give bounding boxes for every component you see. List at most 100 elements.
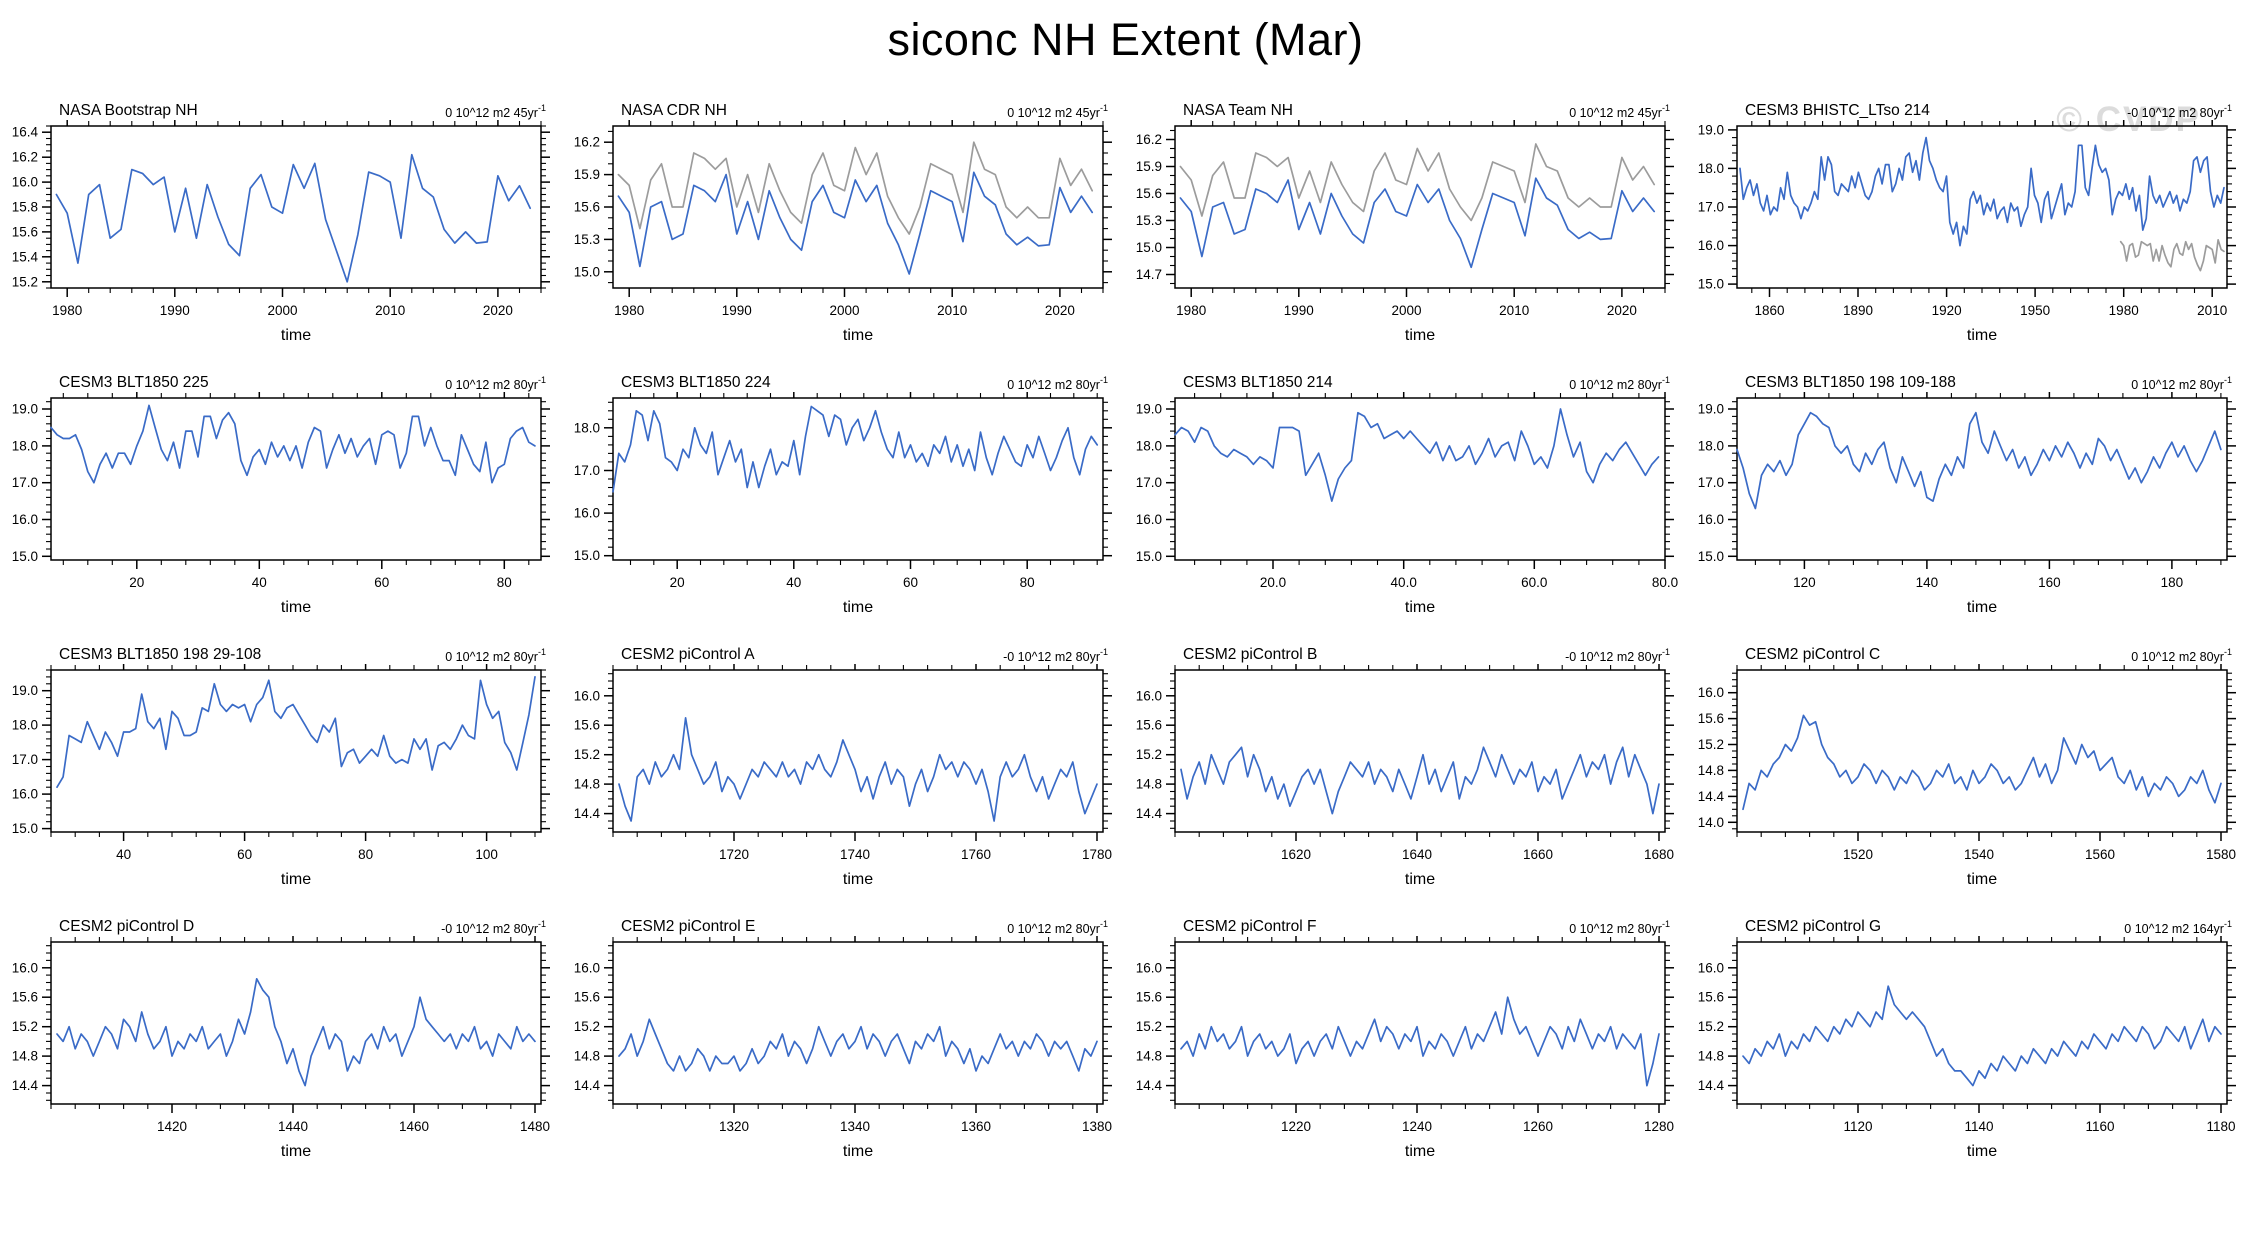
- y-tick-label: 15.6: [574, 718, 600, 733]
- y-tick-label: 14.0: [1698, 815, 1724, 830]
- series-line: [618, 1018, 1098, 1072]
- trend-value: 0 10^12 m2 80yr: [1007, 922, 1100, 936]
- panel-trend-annotation: -0 10^12 m2 80yr-1: [1565, 647, 1670, 664]
- panel-header: CESM3 BLT1850 224 0 10^12 m2 80yr-1: [563, 368, 1125, 392]
- plot-frame: [1736, 941, 2228, 1105]
- panel-trend-annotation: 0 10^12 m2 80yr-1: [2131, 647, 2232, 664]
- x-tick-label: 140: [1916, 575, 1939, 590]
- x-tick-label: 20.0: [1260, 575, 1286, 590]
- y-tick-label: 15.0: [1698, 549, 1724, 564]
- panel-header: NASA Bootstrap NH 0 10^12 m2 45yr-1: [1, 96, 563, 120]
- y-tick-label: 15.0: [574, 264, 600, 279]
- y-tick-label: 17.0: [1136, 475, 1162, 490]
- panel-header: CESM2 piControl B -0 10^12 m2 80yr-1: [1125, 640, 1687, 664]
- trend-value: 0 10^12 m2 80yr: [2131, 378, 2224, 392]
- y-tick-label: 14.4: [1136, 1078, 1163, 1093]
- y-tick-label: 18.0: [12, 718, 38, 733]
- y-tick-label: 16.0: [12, 175, 38, 190]
- series-line: [2119, 238, 2225, 272]
- panel-title: CESM2 piControl F: [1183, 918, 1317, 935]
- series-line: [1179, 177, 1656, 269]
- panel-title: CESM3 BLT1850 225: [59, 374, 209, 391]
- y-tick-label: 15.0: [12, 549, 38, 564]
- trend-value: 0 10^12 m2 164yr: [2124, 922, 2224, 936]
- y-tick-label: 19.0: [1136, 402, 1162, 417]
- trend-exponent: -1: [1099, 375, 1108, 385]
- y-tick-label: 14.8: [574, 1049, 600, 1064]
- plot-frame: [50, 125, 542, 289]
- x-tick-label: 1460: [399, 1119, 429, 1134]
- panel-plot: 40 60 80 100 15.0 16.0 17.0 18.0 19.0 time: [12, 664, 550, 888]
- chart-panel: CESM2 piControl E 0 10^12 m2 80yr-1 1320…: [563, 912, 1125, 1184]
- x-tick-label: 40: [786, 575, 801, 590]
- x-tick-label: 1990: [722, 303, 752, 318]
- panel-plot: 1860 1890 1920 1950 1980 2010 15.0 16.0 17.0 18.0…: [1698, 120, 2236, 344]
- plot-frame: [1174, 397, 1666, 561]
- x-tick-label: 1520: [1843, 847, 1873, 862]
- x-tick-label: 2000: [1391, 303, 1421, 318]
- chart-panel: CESM3 BLT1850 198 29-108 0 10^12 m2 80yr…: [1, 640, 563, 912]
- x-tick-label: 100: [475, 847, 498, 862]
- chart-panel: CESM2 piControl F 0 10^12 m2 80yr-1 1220…: [1125, 912, 1687, 1184]
- y-tick-label: 17.0: [574, 463, 600, 478]
- x-tick-label: 1360: [961, 1119, 991, 1134]
- x-tick-label: 1890: [1843, 303, 1873, 318]
- y-tick-label: 15.6: [12, 224, 38, 239]
- panel-header: CESM2 piControl A -0 10^12 m2 80yr-1: [563, 640, 1125, 664]
- y-tick-label: 19.0: [1698, 122, 1724, 137]
- x-tick-label: 1640: [1402, 847, 1432, 862]
- panel-plot: 1720 1740 1760 1780 14.4 14.8 15.2 15.6 16.0 time: [574, 664, 1112, 888]
- y-tick-label: 15.9: [1136, 159, 1162, 174]
- panel-trend-annotation: 0 10^12 m2 80yr-1: [1007, 919, 1108, 936]
- x-tick-label: 40: [252, 575, 267, 590]
- trend-value: 0 10^12 m2 45yr: [1007, 106, 1100, 120]
- series-line: [618, 717, 1098, 822]
- panel-header: CESM3 BLT1850 214 0 10^12 m2 80yr-1: [1125, 368, 1687, 392]
- x-axis-label: time: [1405, 327, 1435, 344]
- panel-plot: 20.0 40.0 60.0 80.0 15.0 16.0 17.0 18.0 19.0 time: [1136, 392, 1678, 616]
- x-axis-label: time: [843, 1143, 873, 1160]
- x-axis-label: time: [281, 327, 311, 344]
- x-tick-label: 1480: [520, 1119, 550, 1134]
- trend-exponent: -1: [2223, 375, 2232, 385]
- y-tick-label: 16.0: [1136, 512, 1162, 527]
- y-tick-label: 15.0: [1136, 240, 1162, 255]
- trend-value: 0 10^12 m2 45yr: [1569, 106, 1662, 120]
- y-tick-label: 16.0: [1136, 688, 1162, 703]
- x-tick-label: 1540: [1964, 847, 1994, 862]
- chart-panel: CESM3 BLT1850 225 0 10^12 m2 80yr-1 20 40…: [1, 368, 563, 640]
- y-tick-label: 14.8: [1698, 1049, 1724, 1064]
- y-tick-label: 15.2: [1136, 1019, 1162, 1034]
- series-line: [56, 977, 536, 1087]
- y-tick-label: 16.0: [574, 506, 600, 521]
- x-tick-label: 2020: [1607, 303, 1637, 318]
- x-tick-label: 1420: [157, 1119, 187, 1134]
- panel-trend-annotation: 0 10^12 m2 80yr-1: [445, 375, 546, 392]
- panel-title: CESM3 BLT1850 214: [1183, 374, 1333, 391]
- panel-plot: 1980 1990 2000 2010 2020 15.0 15.3 15.6 15.9 16.2…: [574, 120, 1112, 344]
- series-line: [1736, 411, 2222, 510]
- y-tick-label: 15.2: [1698, 1019, 1724, 1034]
- y-tick-label: 15.6: [574, 200, 600, 215]
- chart-panel: CESM3 BLT1850 198 109-188 0 10^12 m2 80y…: [1687, 368, 2249, 640]
- panel-grid: NASA Bootstrap NH 0 10^12 m2 45yr-1 1980…: [0, 96, 2251, 1184]
- y-tick-label: 16.0: [12, 787, 38, 802]
- x-tick-label: 1680: [1644, 847, 1674, 862]
- y-tick-label: 15.3: [1136, 213, 1162, 228]
- y-tick-label: 16.2: [574, 135, 600, 150]
- panel-plot: 20 40 60 80 15.0 16.0 17.0 18.0 19.0 time: [12, 392, 550, 616]
- x-axis-label: time: [1967, 599, 1997, 616]
- x-tick-label: 2000: [267, 303, 297, 318]
- panel-trend-annotation: 0 10^12 m2 45yr-1: [1007, 103, 1108, 120]
- plot-frame: [612, 125, 1104, 289]
- y-tick-label: 15.6: [1698, 711, 1724, 726]
- x-tick-label: 1560: [2085, 847, 2115, 862]
- x-tick-label: 1280: [1644, 1119, 1674, 1134]
- panel-title: CESM3 BHISTC_LTso 214: [1745, 102, 1930, 119]
- x-tick-label: 1260: [1523, 1119, 1553, 1134]
- trend-exponent: -1: [537, 375, 546, 385]
- panel-plot: 120 140 160 180 15.0 16.0 17.0 18.0 19.0 time: [1698, 392, 2236, 616]
- y-tick-label: 18.0: [1698, 161, 1724, 176]
- chart-panel: NASA Team NH 0 10^12 m2 45yr-1 1980 1990 2…: [1125, 96, 1687, 368]
- cvdp-watermark: © CVDP: [2056, 100, 2201, 139]
